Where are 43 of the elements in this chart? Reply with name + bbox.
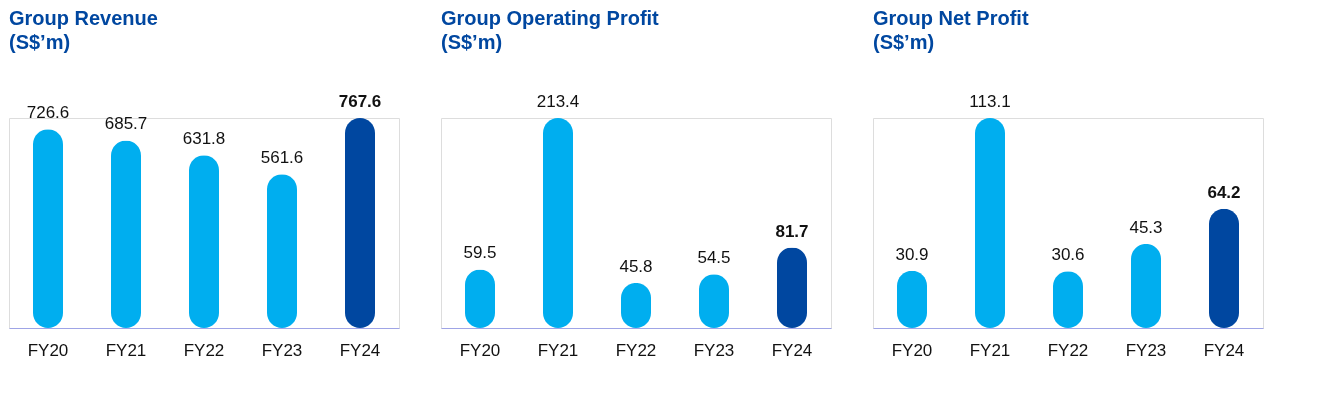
data-label: 45.3 bbox=[1129, 217, 1163, 237]
x-tick-label: FY20 bbox=[27, 340, 69, 360]
chart-title: Group Net Profit (S$’m) bbox=[873, 7, 1029, 53]
x-tick-label: FY24 bbox=[1203, 340, 1245, 360]
x-tick-label: FY23 bbox=[1125, 340, 1167, 360]
data-label: 45.8 bbox=[619, 256, 653, 276]
x-tick-label: FY22 bbox=[183, 340, 225, 360]
bar bbox=[777, 247, 807, 328]
data-label: 64.2 bbox=[1207, 182, 1241, 202]
x-tick-label: FY24 bbox=[771, 340, 813, 360]
bar bbox=[975, 118, 1005, 328]
data-label: 54.5 bbox=[697, 248, 731, 268]
data-label: 767.6 bbox=[338, 92, 382, 111]
data-label: 213.4 bbox=[536, 92, 580, 111]
x-tick-label: FY21 bbox=[537, 340, 579, 360]
bar bbox=[345, 118, 375, 328]
x-tick-label: FY20 bbox=[891, 340, 933, 360]
data-label: 30.6 bbox=[1051, 245, 1085, 265]
data-label: 685.7 bbox=[104, 114, 148, 134]
data-label: 59.5 bbox=[463, 243, 497, 263]
x-tick-label: FY21 bbox=[969, 340, 1011, 360]
x-tick-label: FY24 bbox=[339, 340, 381, 360]
data-label: 81.7 bbox=[775, 221, 809, 241]
data-label: 561.6 bbox=[260, 148, 304, 168]
bar bbox=[111, 140, 141, 328]
x-tick-label: FY22 bbox=[615, 340, 657, 360]
data-label: 113.1 bbox=[969, 92, 1011, 111]
bar bbox=[267, 174, 297, 328]
x-tick-label: FY23 bbox=[261, 340, 303, 360]
data-label: 30.9 bbox=[895, 244, 929, 264]
x-tick-label: FY23 bbox=[693, 340, 735, 360]
data-label: 726.6 bbox=[26, 103, 70, 123]
x-tick-label: FY20 bbox=[459, 340, 501, 360]
chart-title: Group Operating Profit (S$’m) bbox=[441, 7, 660, 53]
bar bbox=[1131, 243, 1161, 328]
data-label: 631.8 bbox=[182, 129, 226, 149]
bar bbox=[189, 155, 219, 328]
chart-title: Group Revenue (S$’m) bbox=[9, 7, 158, 53]
x-tick-label: FY22 bbox=[1047, 340, 1089, 360]
bar bbox=[33, 129, 63, 328]
x-tick-label: FY21 bbox=[105, 340, 147, 360]
bar bbox=[1209, 208, 1239, 328]
bar bbox=[543, 118, 573, 328]
